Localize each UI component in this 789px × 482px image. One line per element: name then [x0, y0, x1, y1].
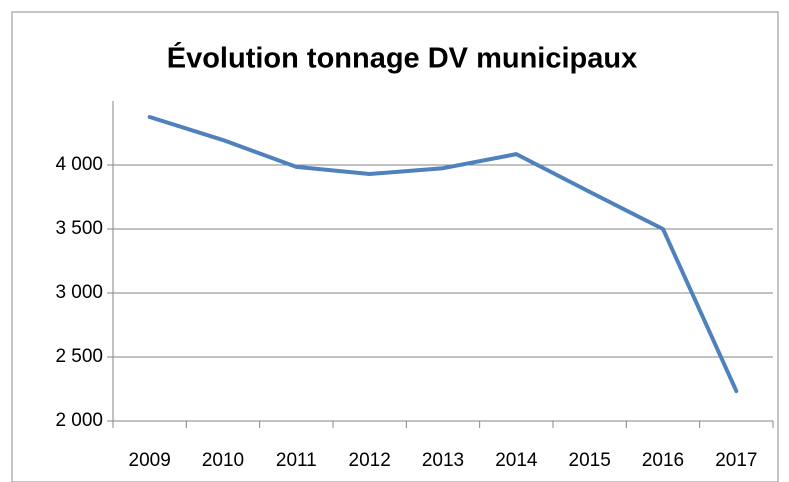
y-tick-label: 2 000	[55, 410, 103, 431]
x-tick-label: 2017	[715, 450, 757, 471]
chart-title: Évolution tonnage DV municipaux	[167, 41, 637, 75]
x-tick-label: 2015	[569, 450, 611, 471]
x-tick-label: 2013	[422, 450, 464, 471]
y-tick-label: 4 000	[55, 154, 103, 175]
y-tick-label: 3 000	[55, 282, 103, 303]
x-tick-label: 2014	[495, 450, 538, 471]
line-series	[147, 115, 739, 394]
chart-frame	[11, 11, 779, 482]
x-tick-label: 2016	[642, 450, 684, 471]
x-tick-label: 2011	[276, 450, 317, 471]
x-tick-label: 2012	[349, 450, 391, 471]
y-tick-label: 3 500	[55, 218, 103, 239]
y-tick-label: 2 500	[55, 346, 103, 367]
x-tick-label: 2009	[129, 450, 171, 471]
x-tick-label: 2010	[202, 450, 244, 471]
